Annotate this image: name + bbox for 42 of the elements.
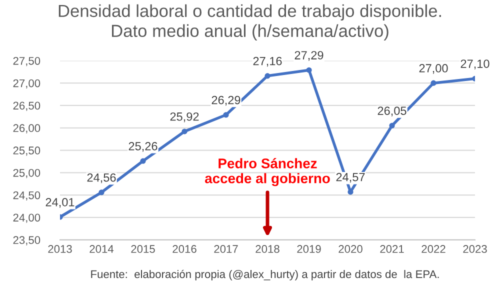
x-tick-label: 2018 — [256, 245, 280, 253]
point — [430, 80, 436, 86]
data-label: 24,01 — [46, 198, 74, 208]
data-label: 24,57 — [336, 172, 365, 183]
data-label: 27,00 — [419, 64, 448, 74]
data-label: 25,92 — [170, 112, 199, 122]
x-tick-label: 2015 — [131, 245, 155, 253]
point — [182, 128, 188, 134]
point — [264, 73, 270, 79]
x-tick-label: 2017 — [214, 245, 238, 253]
annotation: Pedro Sánchez accede al gobierno — [205, 158, 330, 186]
y-tick-label: 23,50 — [13, 236, 40, 246]
x-tick-label: 2021 — [380, 245, 404, 253]
x-tick-label: 2019 — [297, 245, 321, 253]
point — [306, 67, 312, 73]
point — [98, 190, 104, 196]
data-label: 25,26 — [128, 142, 158, 152]
data-label: 24,56 — [87, 173, 116, 184]
data-label: 26,05 — [378, 106, 406, 116]
y-tick-label: 24,00 — [13, 214, 40, 223]
y-tick-label: 24,50 — [13, 191, 40, 201]
source-note: Fuente: elaboración propia (@alex_hurty) a partir de datos de la EPA. — [91, 270, 439, 280]
data-label: 27,16 — [253, 56, 282, 67]
y-tick-label: 27,00 — [13, 79, 40, 89]
x-tick-label: 2020 — [338, 245, 362, 253]
y-tick-label: 25,50 — [13, 146, 40, 156]
data-label: 27,10 — [460, 60, 490, 70]
y-tick-label: 26,00 — [13, 124, 40, 134]
point — [389, 122, 395, 128]
x-tick-label: 2016 — [172, 245, 196, 253]
chart-title: Densidad laboral o cantidad de trabajo disponible. Dato medio anual (h/semana/activo) — [58, 4, 441, 40]
data-label: 27,29 — [294, 51, 324, 61]
point — [223, 112, 229, 118]
data-label: 26,29 — [212, 96, 240, 106]
x-tick-label: 2014 — [90, 245, 114, 253]
x-tick-label: 2022 — [422, 245, 446, 253]
y-tick-label: 27,50 — [13, 56, 40, 66]
y-tick-label: 26,50 — [13, 102, 40, 111]
point — [140, 158, 146, 164]
x-tick-label: 2013 — [48, 245, 72, 253]
y-tick-label: 25,00 — [13, 168, 40, 178]
x-tick-label: 2023 — [463, 245, 487, 253]
